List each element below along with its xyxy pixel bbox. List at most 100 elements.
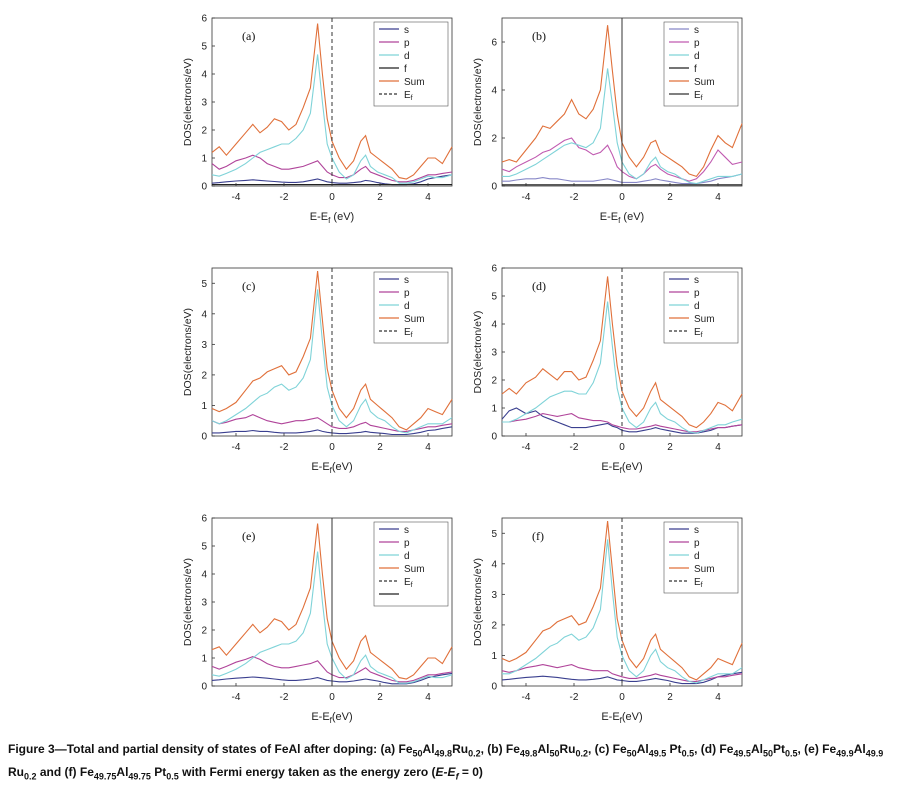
legend-label: Ef <box>694 327 703 339</box>
caption-element: Ru <box>452 742 469 756</box>
legend-label-sub: f <box>701 332 703 339</box>
y-tick-label: 6 <box>201 14 207 25</box>
caption-element: Fe <box>398 742 413 756</box>
legend-label-sub: f <box>411 582 413 589</box>
caption-dash: — <box>54 742 67 756</box>
x-tick-label: -2 <box>280 442 289 453</box>
x-tick-label: -2 <box>570 442 579 453</box>
legend-label: Sum <box>694 314 715 325</box>
x-axis-label-main: E-E <box>311 461 329 473</box>
y-tick-label: 1 <box>491 404 497 415</box>
y-tick-label: 4 <box>201 570 207 581</box>
y-axis-label: DOS(electrons/eV) <box>182 308 194 396</box>
x-tick-label: 0 <box>329 442 335 453</box>
caption-tail: with Fermi energy taken as the energy ze… <box>178 765 436 780</box>
series-line-p <box>501 664 743 682</box>
legend-label-sub: f <box>701 95 703 102</box>
y-axis-label: DOS(electrons/eV) <box>472 558 484 646</box>
caption-separator: , <box>694 742 701 756</box>
legend-label: Ef <box>694 90 703 102</box>
caption-formula-label: (f) <box>64 765 80 780</box>
x-tick-label: 2 <box>667 692 673 703</box>
x-axis-label-main: E-E <box>600 211 618 223</box>
caption-formula-label: (e) <box>804 742 823 756</box>
legend-label: Sum <box>404 77 425 88</box>
legend-box <box>373 21 449 107</box>
y-tick-label: 6 <box>201 514 207 525</box>
caption-separator: , <box>587 742 595 756</box>
x-tick-label: 2 <box>667 442 673 453</box>
x-axis-label-sub: f <box>330 716 333 725</box>
caption-subscript: 49.75 <box>128 771 151 782</box>
legend-label: d <box>694 551 700 562</box>
caption-tail-end: = 0) <box>458 765 483 780</box>
y-tick-label: 5 <box>201 42 207 53</box>
caption-separator: , <box>797 742 805 756</box>
y-tick-label: 2 <box>491 376 497 387</box>
series-line-p <box>502 413 743 433</box>
x-axis-label-sub: f <box>620 466 623 475</box>
caption-formulas: (a) Fe50Al49.8Ru0.2, (b) Fe49.8Al50Ru0.2… <box>8 742 883 782</box>
x-tick-label: -2 <box>570 192 579 203</box>
y-tick-label: 1 <box>491 651 497 662</box>
x-axis-label: E-Ef (eV) <box>600 211 644 225</box>
y-tick-label: 0 <box>491 432 497 443</box>
x-tick-label: -4 <box>522 442 531 453</box>
x-axis-label-unit: (eV) <box>620 211 644 223</box>
caption-subscript: 49.5 <box>648 748 667 759</box>
y-axis-label: DOS(electrons/eV) <box>182 558 194 646</box>
y-tick-label: 0 <box>201 682 207 693</box>
x-axis-label-unit: (eV) <box>330 211 354 223</box>
caption-element: Pt <box>150 765 167 780</box>
x-tick-label: 4 <box>715 442 721 453</box>
x-tick-label: -4 <box>522 192 531 203</box>
y-tick-label: 4 <box>491 320 497 331</box>
x-tick-label: 0 <box>329 192 335 203</box>
caption-subscript: 49.8 <box>434 748 453 759</box>
caption-subscript: 0.2 <box>575 748 588 759</box>
y-tick-label: 1 <box>201 154 207 165</box>
legend-label: d <box>694 51 700 62</box>
x-axis-label: E-Ef(eV) <box>311 711 352 725</box>
y-tick-label: 2 <box>491 620 497 631</box>
x-tick-label: 0 <box>619 692 625 703</box>
legend-label: d <box>404 51 410 62</box>
y-tick-label: 5 <box>201 542 207 553</box>
legend-label-sub: f <box>411 95 413 102</box>
x-tick-label: 4 <box>715 192 721 203</box>
legend-label: Sum <box>694 77 715 88</box>
y-tick-label: 5 <box>491 292 497 303</box>
x-axis-label-unit: (eV) <box>622 711 643 723</box>
dos-panel: -4 -2 0 2 4 0 1 2 3 4 5 E-Ef(eV) DOS(electrons/eV) (f… <box>470 508 750 738</box>
y-tick-label: 6 <box>491 264 497 275</box>
caption-element: Fe <box>822 742 837 756</box>
y-tick-label: 6 <box>491 38 497 49</box>
panel-label: (f) <box>532 529 544 543</box>
series-line-p <box>211 414 453 432</box>
y-tick-label: 5 <box>491 529 497 540</box>
caption-fermi-expr: E-Ef <box>435 765 459 781</box>
x-axis-label-sub: f <box>620 716 623 725</box>
caption-element: Ru <box>559 742 576 756</box>
caption-separator: , <box>480 742 488 756</box>
legend-label: p <box>404 38 410 49</box>
caption-fermi-e: E-E <box>435 765 456 780</box>
y-tick-label: 0 <box>491 182 497 193</box>
dos-chart: -4 -2 0 2 4012345E-Ef(eV)DOS(electrons/eV)(f… <box>472 517 743 725</box>
legend-label-main: E <box>694 577 701 588</box>
caption-element: Al <box>116 765 129 780</box>
panel-label: (e) <box>242 529 255 543</box>
caption-subscript: 49.5 <box>733 748 751 759</box>
x-axis-label-unit: (eV) <box>332 711 353 723</box>
x-axis-label: E-Ef(eV) <box>601 461 642 475</box>
legend-label: s <box>694 525 699 536</box>
y-tick-label: 4 <box>491 559 497 570</box>
dos-chart: -4 -2 0 2 4012345E-Ef(eV)DOS(electrons/eV)(c… <box>182 267 453 475</box>
legend-label-sub: f <box>701 582 703 589</box>
caption-element: Fe <box>79 765 94 780</box>
legend-label: Ef <box>404 90 413 102</box>
x-tick-label: 2 <box>667 192 673 203</box>
y-tick-label: 0 <box>201 432 207 443</box>
legend-label: p <box>404 288 410 299</box>
legend-label: Ef <box>694 577 703 589</box>
